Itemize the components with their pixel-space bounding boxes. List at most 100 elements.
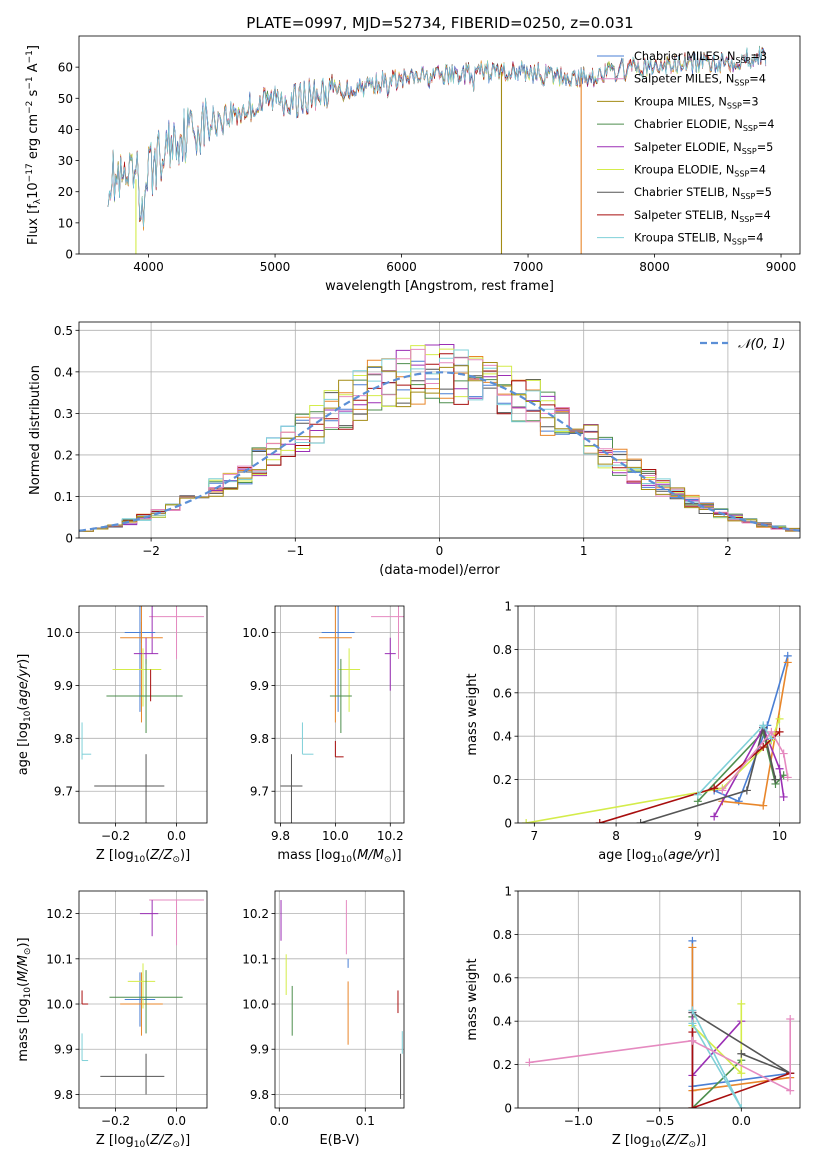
axes-frame [78, 35, 801, 255]
x-axis-label-age-vs-Z: Z [log10(Z/Z⊙)] [96, 848, 190, 865]
weight-marker [688, 1104, 697, 1108]
legend-label: Kroupa ELODIE, NSSP=4 [634, 164, 766, 179]
weight-line [640, 727, 777, 823]
x-axis-label-part: Z [log [612, 1133, 650, 1148]
y-axis-label-part: s [26, 89, 41, 100]
y-tick-label: 10.2 [242, 907, 269, 921]
weight-marker [688, 1006, 697, 1015]
y-axis-label-part: −1 [25, 50, 35, 63]
y-tick-label: 0.6 [493, 686, 512, 700]
x-tick-label: −0.2 [101, 1114, 130, 1128]
weight-marker [693, 790, 702, 799]
x-axis-label-part: 10 [134, 855, 146, 865]
legend-label: Salpeter MILES, NSSP=4 [634, 73, 766, 88]
plot-area [280, 606, 404, 823]
x-axis-label-part: ⊙ [384, 855, 392, 865]
y-tick-label: 9.9 [54, 679, 73, 693]
axes-weight_vs_age: 7 8 9 10 0 0.2 0.4 0.6 0.8 1 [493, 600, 801, 843]
grid [275, 606, 404, 823]
legend-value: =5 [755, 186, 772, 199]
plot-area [107, 45, 767, 254]
grid [275, 891, 404, 1108]
y-axis-label-part: mass [log [16, 998, 31, 1061]
y-tick-label: 30 [58, 154, 73, 168]
axes-frame [78, 321, 801, 539]
errorbar-point [100, 1053, 165, 1095]
x-tick-label: 10 [772, 829, 787, 843]
x-axis-label-part: )] [180, 848, 190, 863]
y-tick-label: 9.8 [250, 732, 269, 746]
legend-value: =3 [742, 95, 759, 108]
x-tick-label: 4000 [133, 260, 164, 274]
axes-frame [274, 890, 405, 1109]
errorbar-point [149, 606, 204, 659]
x-axis-label-part: mass [log [277, 848, 340, 863]
y-tick-label: 0.5 [54, 324, 73, 338]
weight-line [721, 730, 789, 792]
y-axis-label-weight-age: mass weight [465, 673, 480, 755]
x-axis-label-part: )] [180, 1133, 190, 1148]
y-tick-label: 20 [58, 185, 73, 199]
y-axis-label-part: )] [16, 654, 31, 664]
legend-value: =3 [750, 50, 767, 63]
errorbar-point [338, 648, 361, 712]
y-axis-label-part: mass weight [465, 673, 480, 755]
errorbar-point [120, 606, 163, 723]
errorbar-point [329, 658, 352, 734]
weight-marker [775, 714, 784, 723]
x-axis-label-part: ( [352, 848, 357, 863]
x-axis-label-part: Z [log [96, 1133, 134, 1148]
grid [518, 605, 800, 824]
legend-text: Kroupa ELODIE, N [634, 164, 734, 177]
y-axis-label-part: erg cm [26, 114, 41, 163]
axes-mass_vs_Z: −0.2 0.0 9.8 9.9 10.0 10.1 10.2 [46, 890, 208, 1128]
x-axis-label-part: Z/Z [149, 1133, 173, 1148]
errorbar-point [94, 754, 165, 823]
y-tick-label: 60 [58, 61, 73, 75]
x-axis-label-spectrum: wavelength [Angstrom, rest frame] [325, 279, 554, 294]
weight-marker [734, 797, 743, 806]
histogram-step [79, 362, 800, 532]
errorbar-point [120, 972, 163, 1036]
y-axis-label-part: ⊙ [23, 948, 33, 956]
weight-marker [786, 1015, 795, 1024]
x-axis-label-part: Z/Z [665, 1133, 689, 1148]
legend-gaussian-label: 𝒩(0, 1) [738, 337, 785, 352]
y-axis-label-part: −17 [25, 163, 35, 182]
y-tick-label: 9.8 [250, 1088, 269, 1102]
y-axis-label-part: Normed distribution [28, 365, 43, 495]
x-tick-label: −0.2 [101, 829, 130, 843]
plot-area [81, 606, 204, 823]
weight-marker [710, 812, 719, 821]
x-axis-label-part: ( [145, 848, 150, 863]
y-axis-label-part: −2 [25, 101, 35, 114]
y-tick-label: 0 [65, 248, 73, 262]
x-tick-label: 9.8 [271, 829, 290, 843]
weight-marker [688, 943, 697, 952]
errorbar-point [127, 963, 156, 1009]
x-tick-label: 1 [580, 544, 588, 558]
y-axis-label-age: age [log10(age/yr)] [16, 654, 33, 776]
x-tick-label: −1.0 [564, 1114, 593, 1128]
errorbar-point [321, 606, 355, 712]
x-tick-label: 0.0 [167, 829, 186, 843]
legend-sub: SSP [735, 56, 750, 65]
y-tick-label: 9.8 [54, 732, 73, 746]
y-tick-label: 1 [504, 600, 512, 614]
weight-marker [525, 1058, 534, 1067]
legend-text: Kroupa STELIB, N [634, 232, 732, 245]
y-axis-label-part: mass weight [465, 958, 480, 1040]
legend-text: Salpeter MILES, N [634, 73, 734, 86]
axes-age_vs_mass: 9.8 10.0 10.2 9.7 9.8 9.9 10.0 [242, 605, 405, 843]
legend-sub: SSP [732, 238, 747, 247]
x-tick-label: 2 [724, 544, 732, 558]
y-tick-label: 0.4 [493, 730, 512, 744]
legend-sub: SSP [739, 215, 754, 224]
errorbar-point [280, 754, 303, 823]
y-tick-label: 10.0 [242, 626, 269, 640]
errorbar-point [139, 900, 159, 937]
y-axis-label-part: λ [33, 198, 43, 204]
y-axis-label-part: −1 [25, 76, 35, 89]
y-tick-label: 0.3 [54, 407, 73, 421]
